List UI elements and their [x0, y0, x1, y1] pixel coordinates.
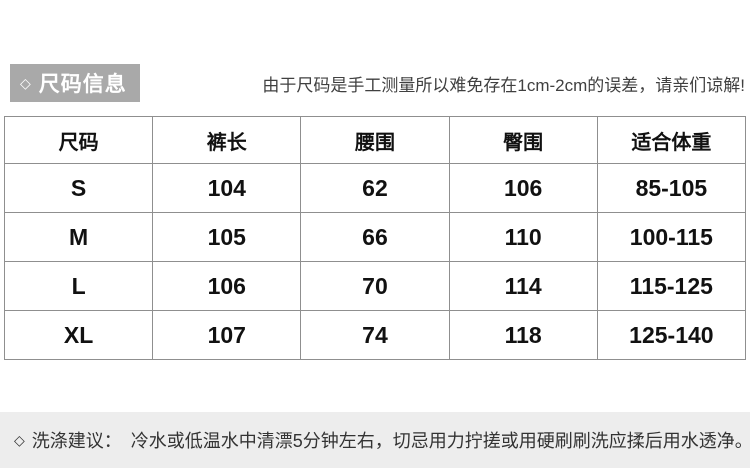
table-cell: 105	[152, 212, 302, 262]
table-cell: 106	[448, 163, 598, 213]
diamond-icon: ◇	[20, 75, 32, 91]
table-cell: 70	[300, 261, 450, 311]
column-header-weight: 适合体重	[596, 116, 747, 164]
table-cell: 66	[300, 212, 450, 262]
table-cell: 85-105	[596, 163, 747, 213]
column-header-waist: 腰围	[300, 116, 450, 164]
table-header-row: 尺码 裤长 腰围 臀围 适合体重	[3, 116, 747, 164]
washing-advice-bar: ◇ 洗涤建议： 冷水或低温水中清漂5分钟左右，切忌用力拧搓或用硬刷刷洗应揉后用水…	[0, 412, 750, 468]
measurement-disclaimer: 由于尺码是手工测量所以难免存在1cm-2cm的误差，请亲们谅解!	[262, 75, 745, 95]
table-cell-size: L	[3, 261, 154, 311]
table-row: XL 107 74 118 125-140	[3, 310, 747, 360]
table-row: M 105 66 110 100-115	[3, 212, 747, 262]
column-header-pants-length: 裤长	[152, 116, 302, 164]
size-info-badge: ◇ 尺码信息	[10, 64, 140, 102]
diamond-icon: ◇	[14, 432, 25, 448]
header-row: ◇ 尺码信息 由于尺码是手工测量所以难免存在1cm-2cm的误差，请亲们谅解!	[10, 64, 745, 102]
table-row: L 106 70 114 115-125	[3, 261, 747, 311]
table-cell: 106	[152, 261, 302, 311]
table-cell: 104	[152, 163, 302, 213]
column-header-hip: 臀围	[448, 116, 598, 164]
table-cell: 118	[448, 310, 598, 360]
table-cell-size: S	[3, 163, 154, 213]
table-cell-size: M	[3, 212, 154, 262]
table-cell: 100-115	[596, 212, 747, 262]
washing-advice-label: 洗涤建议：	[31, 431, 122, 451]
column-header-size: 尺码	[3, 116, 154, 164]
table-cell: 110	[448, 212, 598, 262]
table-cell: 74	[300, 310, 450, 360]
table-cell: 115-125	[596, 261, 747, 311]
table-cell: 125-140	[596, 310, 747, 360]
table-row: S 104 62 106 85-105	[3, 163, 747, 213]
washing-advice-text: 冷水或低温水中清漂5分钟左右，切忌用力拧搓或用硬刷刷洗应揉后用水透净。	[130, 431, 750, 451]
table-cell: 62	[300, 163, 450, 213]
table-cell-size: XL	[3, 310, 154, 360]
size-table: 尺码 裤长 腰围 臀围 适合体重 S 104 62 106 85-105 M 1…	[3, 116, 747, 360]
table-cell: 107	[152, 310, 302, 360]
table-cell: 114	[448, 261, 598, 311]
size-info-title: 尺码信息	[38, 73, 127, 96]
